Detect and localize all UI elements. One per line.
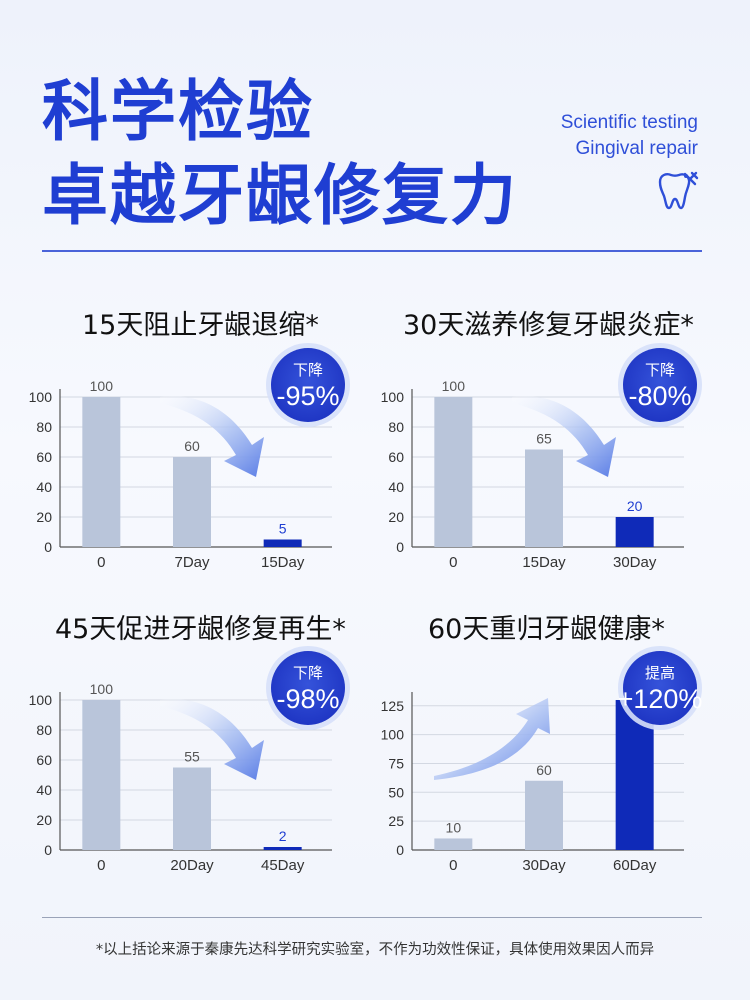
bar [525, 780, 563, 850]
x-tick-label: 0 [97, 554, 105, 571]
y-tick-label: 80 [36, 722, 52, 738]
chart-3-title: 45天促进牙龈修复再生* [55, 614, 346, 645]
y-tick-label: 100 [29, 692, 53, 708]
x-tick-label: 7Day [174, 554, 210, 571]
y-tick-label: 125 [381, 698, 405, 714]
y-tick-label: 0 [396, 842, 404, 858]
badge-label: 下降 [293, 664, 323, 682]
badge-value: -95% [276, 381, 339, 411]
chart-3: 0 20 40 60 80 100 100 0 55 20Day 2 45Day 下降 -98% [29, 646, 350, 874]
chart-4: 02550751001251006030Day13060Day提高+120% [381, 646, 703, 874]
header-divider [42, 250, 702, 252]
chart-1: 0 20 40 60 80 100 100 0 60 7Day 5 15Day 下降 -95% [29, 343, 350, 571]
bar [263, 847, 302, 850]
y-tick-label: 60 [36, 449, 52, 465]
bar [615, 517, 654, 547]
x-tick-label: 60Day [613, 857, 657, 874]
change-badge [623, 651, 697, 725]
bar-value-label: 100 [442, 378, 466, 394]
footnote: *以上括论来源于秦康先达科学研究实验室，不作为功效性保证，具体使用效果因人而异 [95, 942, 655, 958]
page-title: 科学检验 卓越牙龈修复力 [42, 70, 518, 238]
y-tick-label: 50 [388, 784, 404, 800]
y-tick-label: 0 [44, 539, 52, 555]
bar-value-label: 100 [90, 378, 114, 394]
x-tick-label: 0 [449, 554, 457, 571]
y-tick-label: 25 [388, 813, 404, 829]
bar-value-label: 100 [90, 681, 114, 697]
bar-value-label: 20 [627, 498, 643, 514]
x-tick-label: 15Day [261, 554, 305, 571]
change-badge [271, 651, 345, 725]
x-tick-label: 15Day [522, 554, 566, 571]
bar-value-label: 65 [536, 431, 552, 447]
bar [82, 700, 121, 850]
subtitle-line-1: Scientific testing [560, 112, 698, 133]
arrow-down-icon [512, 396, 616, 477]
title-line-2: 卓越牙龈修复力 [42, 157, 518, 234]
y-tick-label: 40 [36, 782, 52, 798]
bar-value-label: 2 [279, 828, 287, 844]
x-tick-label: 20Day [170, 857, 214, 874]
y-tick-label: 60 [388, 449, 404, 465]
arrow-up-icon [434, 698, 550, 780]
x-tick-label: 0 [97, 857, 105, 874]
badge-label: 提高 [645, 664, 675, 682]
y-tick-label: 100 [381, 389, 405, 405]
x-tick-label: 30Day [522, 857, 566, 874]
bar [434, 397, 473, 547]
bar-value-label: 60 [536, 762, 552, 778]
x-tick-label: 45Day [261, 857, 305, 874]
y-tick-label: 0 [396, 539, 404, 555]
y-tick-label: 100 [381, 727, 405, 743]
chart-1-title: 15天阻止牙龈退缩* [82, 310, 319, 341]
x-tick-label: 30Day [613, 554, 657, 571]
x-tick-label: 0 [449, 857, 457, 874]
y-tick-label: 20 [36, 509, 52, 525]
badge-label: 下降 [293, 361, 323, 379]
bar-value-label: 60 [184, 438, 200, 454]
arrow-down-icon [160, 396, 264, 477]
bar [173, 457, 211, 547]
y-tick-label: 100 [29, 389, 53, 405]
chart-2-title: 30天滋养修复牙龈炎症* [403, 310, 694, 341]
y-tick-label: 40 [388, 479, 404, 495]
bar [263, 539, 302, 547]
change-badge [271, 348, 345, 422]
subtitle-line-2: Gingival repair [575, 138, 699, 159]
y-tick-label: 80 [36, 419, 52, 435]
y-tick-label: 80 [388, 419, 404, 435]
y-tick-label: 20 [388, 509, 404, 525]
bar [82, 397, 121, 547]
badge-value: +120% [618, 684, 703, 714]
arrow-down-icon [160, 699, 264, 780]
bar [173, 767, 211, 850]
y-tick-label: 20 [36, 812, 52, 828]
bar-value-label: 5 [279, 521, 287, 537]
chart-2: 0 20 40 60 80 100 100 0 65 15Day 20 30Day 下降 -80% [381, 343, 702, 571]
bar-value-label: 55 [184, 749, 200, 765]
english-subtitle: Scientific testing Gingival repair [561, 110, 698, 162]
badge-label: 下降 [645, 361, 675, 379]
badge-value: -98% [276, 684, 339, 714]
y-tick-label: 0 [44, 842, 52, 858]
badge-value: -80% [628, 381, 691, 411]
chart-4-title: 60天重归牙龈健康* [428, 614, 665, 645]
bar [525, 449, 563, 547]
bar-value-label: 10 [446, 819, 462, 835]
title-line-1: 科学检验 [42, 73, 314, 150]
y-tick-label: 75 [388, 755, 404, 771]
y-tick-label: 40 [36, 479, 52, 495]
y-tick-label: 60 [36, 752, 52, 768]
change-badge [623, 348, 697, 422]
bar [434, 838, 473, 850]
footer-divider [42, 917, 702, 918]
tooth-repair-icon [658, 171, 699, 210]
